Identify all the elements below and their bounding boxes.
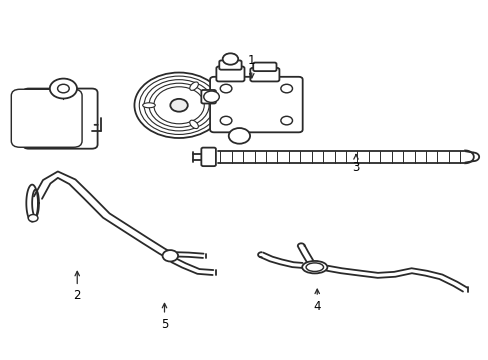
FancyBboxPatch shape [210, 77, 302, 132]
Circle shape [28, 215, 38, 222]
Circle shape [220, 84, 231, 93]
Text: 2: 2 [73, 271, 81, 302]
Circle shape [203, 91, 219, 103]
Circle shape [170, 99, 187, 112]
Circle shape [58, 84, 69, 93]
Circle shape [280, 84, 292, 93]
Circle shape [222, 53, 238, 65]
Circle shape [149, 83, 209, 127]
FancyBboxPatch shape [201, 148, 216, 166]
FancyBboxPatch shape [27, 92, 93, 144]
Circle shape [162, 250, 178, 261]
Text: 1: 1 [247, 54, 255, 78]
Ellipse shape [189, 120, 198, 129]
FancyBboxPatch shape [253, 63, 276, 71]
Circle shape [154, 87, 204, 124]
Text: 4: 4 [313, 289, 320, 313]
Circle shape [50, 78, 77, 99]
Ellipse shape [142, 103, 155, 108]
FancyBboxPatch shape [201, 90, 216, 103]
Circle shape [144, 80, 214, 131]
Ellipse shape [189, 82, 198, 90]
Ellipse shape [302, 261, 327, 273]
Text: 3: 3 [351, 155, 359, 174]
Text: 5: 5 [161, 303, 168, 330]
Ellipse shape [305, 263, 323, 271]
Circle shape [134, 72, 223, 138]
Circle shape [139, 76, 218, 134]
FancyBboxPatch shape [216, 67, 244, 81]
FancyBboxPatch shape [11, 89, 82, 147]
FancyBboxPatch shape [23, 89, 98, 149]
FancyBboxPatch shape [219, 60, 241, 70]
Circle shape [280, 116, 292, 125]
Circle shape [220, 116, 231, 125]
FancyBboxPatch shape [250, 68, 279, 81]
Circle shape [228, 128, 249, 144]
